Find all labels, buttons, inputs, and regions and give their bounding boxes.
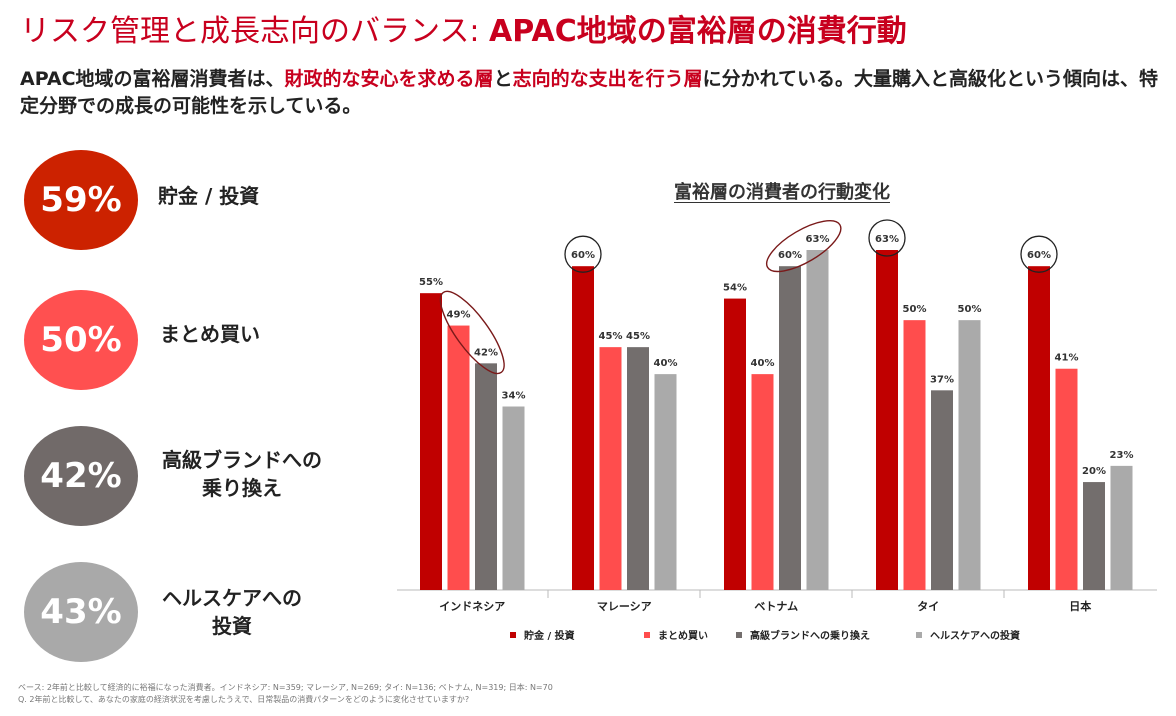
legend-swatch — [644, 632, 650, 638]
bar-1-2 — [751, 374, 774, 590]
x-tick-label: マレーシア — [597, 600, 652, 613]
bar-value-label: 60% — [778, 250, 802, 261]
bar-value-label: 50% — [903, 304, 927, 315]
bar-2-1 — [627, 347, 649, 590]
subtitle-text-3: に分かれている。大量購入と高級化という傾向は、特定分野での成長の可能性を示してい… — [20, 68, 1159, 117]
bar-3-1 — [654, 374, 677, 590]
legend-swatch — [736, 632, 742, 638]
bar-value-label: 34% — [502, 391, 526, 402]
page-title-part2: APAC地域の富裕層の消費行動 — [489, 14, 907, 49]
x-tick-label: インドネシア — [439, 600, 505, 613]
stat-value-healthcare: 43% — [40, 592, 122, 632]
bar-value-label: 45% — [599, 331, 623, 342]
stat-value-savings: 59% — [40, 180, 122, 220]
bar-value-label: 45% — [626, 331, 650, 342]
bar-3-4 — [1110, 465, 1133, 590]
footnote-question: Q. 2年前と比較して、あなたの家庭の経済状況を考慮したうえで、日常製品の消費パ… — [18, 695, 470, 704]
bar-value-label: 60% — [571, 250, 595, 261]
bar-value-label: 42% — [474, 347, 498, 358]
subtitle-highlight-2: 志向的な支出を行う層 — [512, 68, 703, 90]
page-title-part1: リスク管理と成長志向のバランス: — [20, 14, 490, 49]
stat-label-savings: 貯金 / 投資 — [158, 182, 259, 210]
footnote-base: ベース: 2年前と比較して経済的に裕福になった消費者。インドネシア: N=359… — [18, 683, 553, 692]
bar-value-label: 54% — [723, 283, 747, 294]
bar-value-label: 37% — [930, 374, 954, 385]
subtitle-highlight-1: 財政的な安心を求める層 — [284, 68, 494, 90]
bar-0-0 — [420, 293, 442, 590]
stat-label-luxury: 高級ブランドへの 乗り換え — [162, 446, 322, 502]
stat-label-luxury-line1: 高級ブランドへの — [162, 448, 322, 472]
bar-value-label: 63% — [875, 234, 899, 245]
bar-3-3 — [958, 320, 981, 590]
stat-circle-savings: 59% — [24, 150, 138, 250]
x-tick-label: 日本 — [1069, 599, 1091, 613]
bar-value-label: 60% — [1027, 250, 1051, 261]
bar-value-label: 40% — [751, 358, 775, 369]
x-tick-label: ベトナム — [754, 600, 798, 613]
highlight-circle — [868, 219, 906, 257]
stat-circle-bulk: 50% — [24, 290, 138, 390]
highlight-oval — [765, 220, 842, 273]
bar-2-2 — [779, 266, 801, 590]
legend-label: ヘルスケアへの投資 — [930, 629, 1020, 642]
stat-label-healthcare: ヘルスケアへの 投資 — [162, 584, 302, 640]
bar-1-4 — [1055, 368, 1078, 590]
highlight-circle — [1020, 235, 1058, 273]
stat-label-luxury-line2: 乗り換え — [202, 476, 282, 500]
bar-value-label: 23% — [1110, 450, 1134, 461]
stat-label-healthcare-line1: ヘルスケアへの — [162, 586, 302, 610]
x-tick-label: タイ — [917, 600, 939, 613]
bar-value-label: 49% — [447, 310, 471, 321]
highlight-oval — [439, 290, 505, 375]
stat-label-savings-text: 貯金 / 投資 — [158, 184, 260, 208]
legend-label: まとめ買い — [658, 630, 708, 642]
stat-label-healthcare-line2: 投資 — [212, 614, 252, 638]
bar-2-0 — [475, 363, 497, 590]
chart-title: 富裕層の消費者の行動変化 — [674, 182, 890, 203]
bar-0-1 — [572, 266, 594, 590]
bar-0-4 — [1028, 266, 1050, 590]
legend-label: 高級ブランドへの乗り換え — [750, 629, 870, 642]
subtitle-text-1: APAC地域の富裕層消費者は、 — [20, 68, 285, 90]
bar-3-2 — [806, 250, 829, 590]
stat-circle-luxury: 42% — [24, 426, 138, 526]
bar-1-0 — [447, 325, 470, 590]
stat-value-luxury: 42% — [40, 456, 122, 496]
bar-2-3 — [931, 390, 953, 590]
bar-2-4 — [1083, 482, 1105, 590]
bar-value-label: 20% — [1082, 466, 1106, 477]
bar-1-3 — [903, 320, 926, 590]
stat-label-bulk-text: まとめ買い — [160, 322, 260, 346]
bar-0-2 — [724, 298, 746, 590]
bar-3-0 — [502, 406, 525, 590]
bar-value-label: 50% — [958, 304, 982, 315]
bar-1-1 — [599, 347, 622, 590]
stat-label-bulk: まとめ買い — [160, 320, 260, 348]
bar-value-label: 40% — [654, 358, 678, 369]
page-subtitle: APAC地域の富裕層消費者は、財政的な安心を求める層と志向的な支出を行う層に分か… — [20, 66, 1160, 120]
page-title: リスク管理と成長志向のバランス: APAC地域の富裕層の消費行動 — [20, 6, 907, 50]
bar-value-label: 41% — [1055, 353, 1079, 364]
legend-label: 貯金 / 投資 — [524, 629, 575, 642]
bar-value-label: 55% — [419, 277, 443, 288]
bar-0-3 — [876, 250, 898, 590]
highlight-circle — [564, 235, 602, 273]
stat-value-bulk: 50% — [40, 320, 122, 360]
stat-circle-healthcare: 43% — [24, 562, 138, 662]
subtitle-text-2: と — [493, 68, 513, 90]
bar-value-label: 63% — [806, 234, 830, 245]
legend-swatch — [510, 632, 516, 638]
legend-swatch — [916, 632, 922, 638]
